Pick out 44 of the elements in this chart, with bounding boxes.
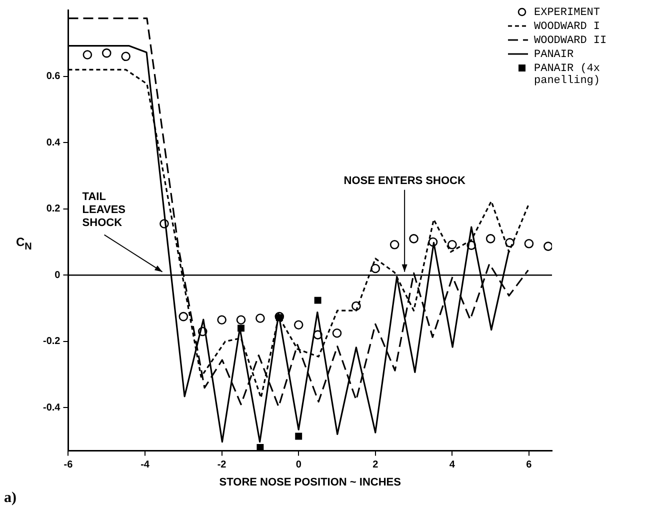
y-tick-label: 0.2 (46, 204, 61, 215)
x-tick-label: 0 (296, 460, 302, 471)
point (314, 296, 322, 304)
legend-label: PANAIR (4x panelling) (534, 62, 600, 87)
annotation: TAIL LEAVES SHOCK (82, 190, 126, 229)
point (524, 239, 534, 248)
point (256, 314, 265, 323)
point (390, 240, 400, 250)
point (448, 240, 457, 250)
y-tick-label: -0.4 (42, 402, 61, 414)
legend-label: WOODWARD I (534, 20, 600, 33)
point (236, 315, 246, 325)
point (276, 314, 283, 322)
point (370, 264, 380, 274)
point (121, 52, 130, 62)
point (256, 444, 264, 451)
point (102, 48, 112, 58)
point (295, 432, 302, 440)
point (409, 234, 418, 244)
point (82, 50, 92, 60)
y-tick-label: 0.6 (46, 71, 61, 82)
point (486, 234, 496, 244)
x-axis-title: STORE NOSE POSITION ~ INCHES (219, 476, 401, 488)
point (544, 242, 552, 251)
point (294, 320, 304, 330)
y-axis-title: C$_{N}$ (16, 235, 32, 253)
x-tick-label: -4 (140, 460, 150, 471)
y-tick-label: -0.2 (42, 336, 61, 348)
x-tick-label: -6 (64, 460, 74, 471)
point (238, 324, 244, 332)
point (217, 315, 226, 325)
text: a) (4, 490, 16, 507)
x-tick-label: 4 (449, 460, 456, 471)
y-tick-label: 0 (54, 270, 61, 281)
point (332, 328, 342, 338)
x-tick-label: 6 (526, 460, 532, 471)
y-tick-label: 0.4 (46, 137, 61, 148)
x-tick-label: 2 (372, 460, 379, 471)
legend-label: EXPERIMENT (534, 6, 600, 19)
legend-label: WOODWARD II (534, 34, 607, 47)
x-tick-label: -2 (217, 460, 227, 471)
point (178, 312, 188, 322)
annotation: NOSE ENTERS SHOCK (344, 174, 466, 187)
legend-label: PANAIR (534, 48, 574, 61)
